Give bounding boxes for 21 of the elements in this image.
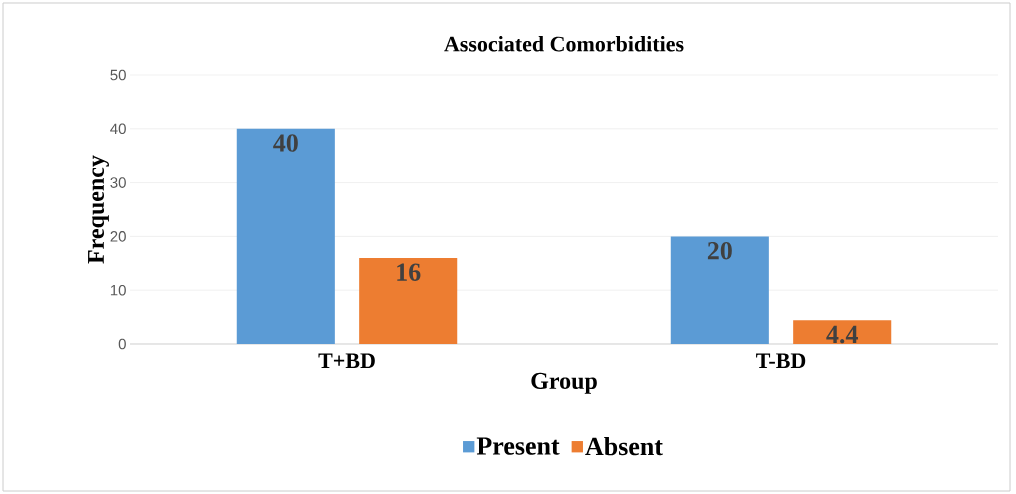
legend-label: Absent (585, 436, 663, 456)
data-label: 16 (397, 263, 421, 281)
bar (793, 320, 892, 344)
y-tick-label: 0 (118, 338, 126, 350)
data-label: 40 (273, 134, 298, 152)
bar (359, 257, 458, 344)
data-label: 4.4 (826, 325, 858, 344)
y-tick-label: 40 (110, 123, 126, 135)
x-tick-label: T+BD (318, 353, 375, 368)
bar (670, 236, 769, 344)
legend-label: Present (476, 437, 560, 455)
y-tick-label: 50 (110, 69, 126, 81)
chart-title: Associated Comorbidities (444, 36, 684, 52)
x-axis-title: Group (531, 372, 597, 394)
y-axis-title: Frequency (88, 155, 109, 264)
x-tick-label: T-BD (756, 353, 806, 368)
data-label: 20 (707, 241, 732, 260)
y-tick-label: 30 (110, 177, 126, 188)
bar (236, 128, 335, 344)
y-tick-label: 10 (110, 284, 126, 296)
y-tick-label: 20 (110, 231, 126, 242)
